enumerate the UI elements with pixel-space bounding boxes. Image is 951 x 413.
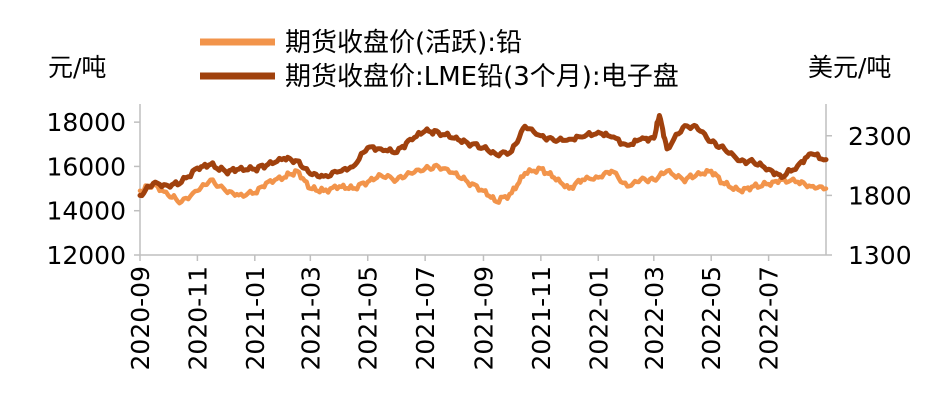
x-tick-label: 2022-03 [640, 266, 669, 370]
x-tick-label: 2021-05 [354, 266, 383, 370]
legend-label-pb-active: 期货收盘价(活跃):铅 [285, 28, 522, 58]
x-tick-label: 2022-05 [697, 266, 726, 370]
y-right-tick-labels: 1300 1800 2300 [826, 122, 912, 270]
legend: 期货收盘价(活跃):铅 期货收盘价:LME铅(3个月):电子盘 [200, 28, 679, 92]
y-left-unit: 元/吨 [48, 53, 106, 82]
x-tick-label: 2020-09 [126, 266, 155, 370]
y-right-unit: 美元/吨 [808, 53, 891, 82]
x-tick-label: 2021-07 [411, 266, 440, 370]
x-tick-labels: 2020-09 2020-11 2021-01 2021-03 2021-05 2021-… [126, 255, 784, 370]
x-tick-label: 2021-03 [296, 266, 325, 370]
y-left-tick-label: 14000 [46, 197, 126, 226]
series-line-pb-active [137, 162, 829, 206]
x-tick-label: 2021-11 [527, 266, 556, 370]
x-tick-label: 2020-11 [183, 266, 212, 370]
x-tick-label: 2022-07 [755, 266, 784, 370]
y-right-tick-label: 1800 [848, 181, 912, 210]
legend-label-lme-pb: 期货收盘价:LME铅(3个月):电子盘 [285, 62, 679, 92]
y-left-tick-label: 18000 [46, 108, 126, 137]
y-left-tick-label: 16000 [46, 152, 126, 181]
x-tick-label: 2021-09 [469, 266, 498, 370]
y-left-tick-label: 12000 [46, 241, 126, 270]
series-layer [137, 113, 829, 206]
y-right-tick-label: 2300 [848, 122, 912, 151]
y-left-tick-labels: 12000 14000 16000 18000 [46, 108, 140, 270]
y-right-tick-label: 1300 [848, 241, 912, 270]
x-tick-label: 2022-01 [584, 266, 613, 370]
x-tick-label: 2021-01 [241, 266, 270, 370]
series-line-lme-pb [137, 113, 829, 199]
top-mask [0, 98, 951, 104]
